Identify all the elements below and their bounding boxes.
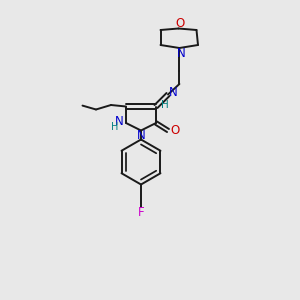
Text: N: N <box>115 115 124 128</box>
Text: N: N <box>176 47 185 60</box>
Text: F: F <box>138 206 144 219</box>
Text: N: N <box>136 129 146 142</box>
Text: H: H <box>161 100 169 110</box>
Text: O: O <box>170 124 179 137</box>
Text: H: H <box>111 122 118 133</box>
Text: O: O <box>176 16 184 30</box>
Text: N: N <box>169 85 178 99</box>
